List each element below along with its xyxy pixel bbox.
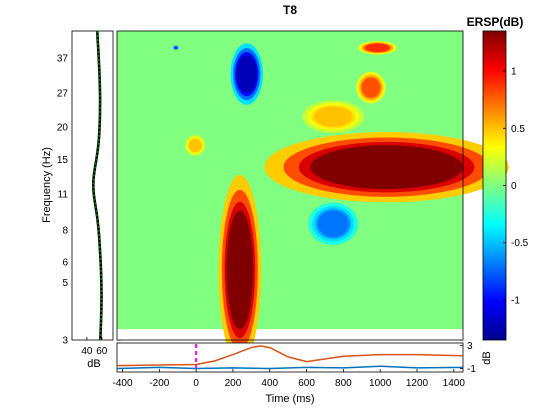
bottom-series-line-1 [116,365,464,370]
colorbar-tick-label: -0.5 [511,238,529,249]
colorbar-gradient [482,30,507,341]
colorbar: -1 -0.5 0 0.5 1 [482,30,529,341]
x-tick-label: 600 [298,378,315,389]
ersp-region-0-layer-3 [226,210,254,330]
x-tick-label: 1400 [443,378,466,389]
y-tick-label: 5 [62,278,68,289]
y-tick-label: 27 [57,89,69,100]
y-tick-label: 15 [57,155,69,166]
x-tick-label: 0 [193,378,199,389]
baseline-spectrum-shadow [91,30,103,341]
bottom-series-line-0 [116,345,464,367]
y-tick-label: 8 [62,225,68,236]
ersp-region-6-layer-3 [365,43,390,52]
ersp-heatmap [116,30,509,365]
colorbar-tick-label: 0 [511,181,517,192]
ersp-region-2-layer-3 [236,54,257,94]
ersp-region-3-layer-3 [174,46,178,50]
ersp-region-7-layer-3 [188,138,202,153]
x-axis-label: Time (ms) [265,393,314,405]
bottom-panel: 3 -1 dB -400 -200 0 200 400 600 800 1000 1200 1400 [113,341,493,389]
ersp-region-8-layer-3 [313,106,353,127]
bottom-ylabel: dB [481,351,493,364]
colorbar-tick-label: -1 [511,295,520,306]
baseline-axis-label: dB [87,358,100,370]
baseline-tick-label: 60 [96,346,108,357]
ersp-region-5-layer-3 [361,77,381,98]
y-tick-label: 20 [57,122,69,133]
x-tick-label: 1000 [369,378,392,389]
heatmap-frame [116,30,464,341]
y-tick-label: 11 [58,190,69,201]
x-tick-label: 1200 [406,378,429,389]
y-axis-label: Frequency (Hz) [41,147,53,223]
bottom-ytick-label: -1 [467,364,476,375]
y-tick-label: 37 [57,53,69,64]
bottom-ytick-label: 3 [467,341,473,352]
chart-title: T8 [283,3,297,17]
x-tick-label: -200 [149,378,169,389]
colorbar-title: ERSP(dB) [467,15,524,29]
colorbar-tick-label: 1 [511,67,517,78]
x-tick-label: 400 [261,378,278,389]
colorbar-tick-label: 0.5 [511,124,525,135]
x-tick-label: 200 [225,378,242,389]
y-tick-label: 3 [62,336,68,347]
ersp-region-1-layer-3 [310,145,463,190]
y-tick-label: 6 [62,258,68,269]
x-tick-label: 800 [335,378,352,389]
heatmap-empty-band [117,329,463,340]
ersp-region-4-layer-3 [317,210,349,238]
baseline-tick-label: 40 [81,346,93,357]
x-tick-label: -400 [113,378,133,389]
